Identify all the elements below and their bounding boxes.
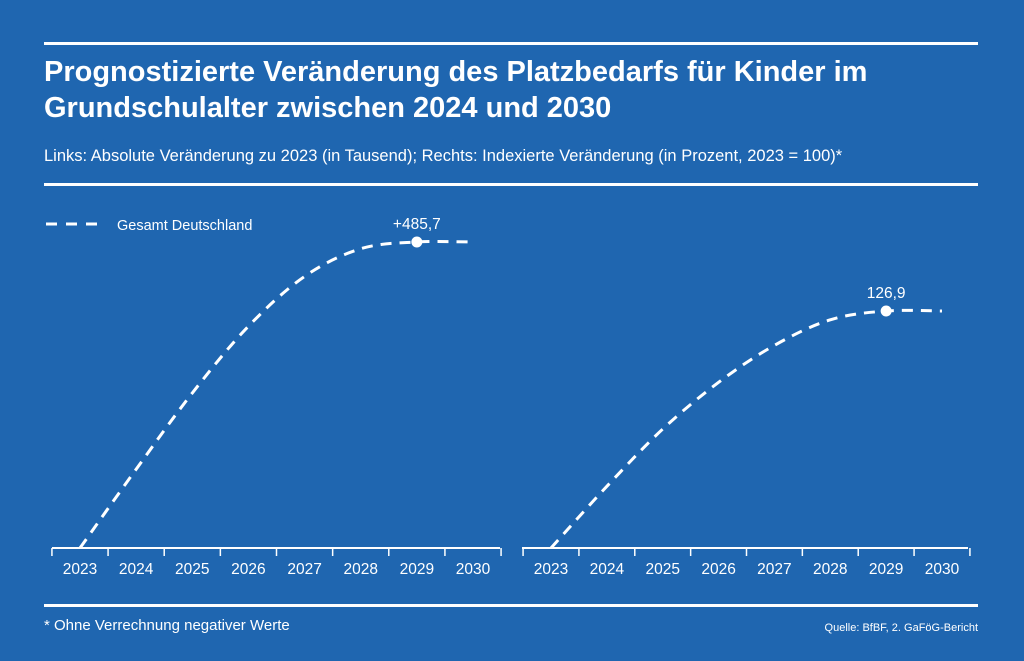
x-tick-label: 2029 — [400, 561, 434, 578]
footer-rule — [44, 604, 978, 607]
x-tick-label: 2027 — [287, 561, 321, 578]
legend-label: Gesamt Deutschland — [117, 218, 252, 234]
x-tick-label: 2026 — [701, 561, 735, 578]
x-tick-label: 2027 — [757, 561, 791, 578]
x-tick-label: 2028 — [343, 561, 377, 578]
x-tick-label: 2029 — [869, 561, 903, 578]
highlight-point — [411, 236, 423, 248]
x-tick-label: 2023 — [63, 561, 97, 578]
series-line-gesamt-deutschland — [78, 240, 474, 549]
x-tick-label: 2024 — [119, 561, 154, 578]
data-label: +485,7 — [393, 216, 441, 233]
top-rule — [44, 42, 978, 45]
x-tick-label: 2030 — [925, 561, 960, 578]
chart-title: Prognostizierte Veränderung des Platzbed… — [44, 56, 868, 124]
x-tick-label: 2025 — [175, 561, 209, 578]
data-label: 126,9 — [867, 285, 906, 302]
header-rule — [44, 183, 978, 186]
footnote: * Ohne Verrechnung negativer Werte — [44, 617, 290, 634]
x-tick-label: 2025 — [645, 561, 679, 578]
chart-left-panel: 2023 2024 2025 2026 2027 2028 2029 2030 +485,7 — [51, 216, 502, 578]
x-tick-label: 2024 — [590, 561, 625, 578]
source-note: Quelle: BfBF, 2. GaFöG-Bericht — [824, 622, 978, 634]
highlight-point — [880, 305, 892, 317]
legend: Gesamt Deutschland — [46, 218, 252, 234]
x-tick-label: 2023 — [534, 561, 568, 578]
chart-subtitle: Links: Absolute Veränderung zu 2023 (in … — [44, 147, 843, 165]
chart-right-panel: 2023 2024 2025 2026 2027 2028 2029 2030 126,9 — [522, 285, 971, 578]
series-line-gesamt-deutschland — [549, 308, 943, 550]
x-tick-label: 2026 — [231, 561, 265, 578]
x-tick-label: 2028 — [813, 561, 847, 578]
x-tick-label: 2030 — [456, 561, 491, 578]
